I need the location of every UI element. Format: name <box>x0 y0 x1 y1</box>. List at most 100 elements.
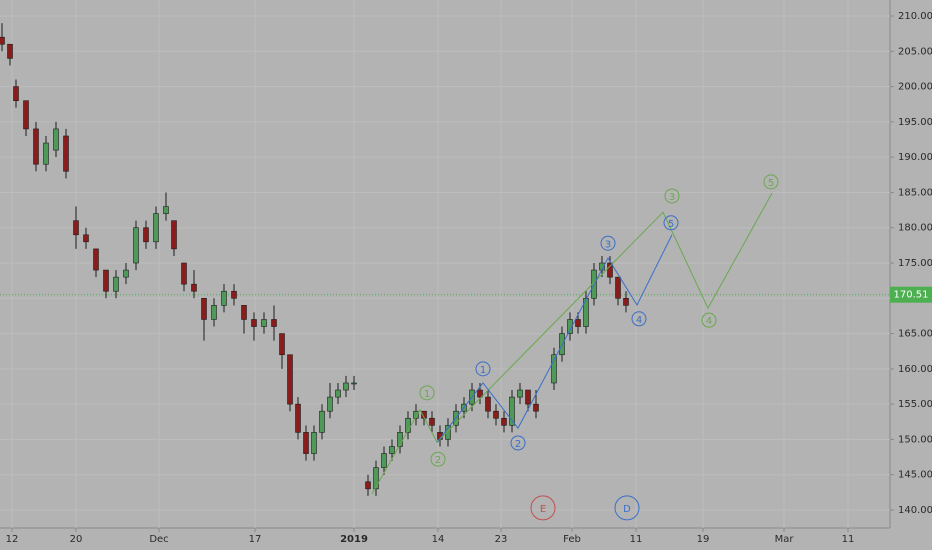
wave-label: 3 <box>605 239 611 250</box>
x-tick-label: Feb <box>563 534 581 545</box>
candle-body <box>103 269 109 292</box>
x-tick-label: 19 <box>697 534 710 545</box>
candle-body <box>575 319 581 327</box>
candle-body <box>311 432 317 454</box>
wave-label-circle <box>600 235 616 251</box>
wave-label: D <box>623 504 631 515</box>
candle-body <box>567 319 573 334</box>
candle-body <box>287 354 293 405</box>
candle-body <box>551 354 557 384</box>
x-tick-label: 17 <box>249 534 262 545</box>
wave-label-circle <box>701 312 717 328</box>
wave-label: 3 <box>669 192 675 203</box>
x-tick-label: 14 <box>432 534 445 545</box>
candle-body <box>73 220 79 236</box>
wave-label: 4 <box>706 316 712 327</box>
wave-label-circle <box>530 495 556 521</box>
y-tick-label: 145.00 <box>898 470 932 481</box>
candle-body <box>93 248 99 271</box>
y-tick-label: 160.00 <box>898 364 932 375</box>
y-tick-label: 205.00 <box>898 46 932 57</box>
wave-label: 5 <box>768 178 774 189</box>
wave-label: 4 <box>636 315 642 326</box>
x-tick-label: 20 <box>70 534 83 545</box>
candle-body <box>445 425 451 440</box>
candle-body <box>0 36 5 45</box>
wave-label-circle <box>475 361 491 377</box>
candle-body <box>405 417 411 433</box>
last-price-label: 170.51 <box>894 290 929 301</box>
wave-label-circle <box>663 215 679 231</box>
y-tick-label: 190.00 <box>898 152 932 163</box>
candle-body <box>319 410 325 433</box>
y-tick-label: 175.00 <box>898 258 932 269</box>
candle-body <box>261 319 267 327</box>
candle-body <box>623 297 629 306</box>
candle-body <box>163 206 169 214</box>
y-tick-label: 180.00 <box>898 223 932 234</box>
x-tick-label: Mar <box>775 534 795 545</box>
candle-body <box>241 305 247 320</box>
candle-body <box>583 297 589 327</box>
candle-body <box>13 86 19 102</box>
wave-label-circle <box>631 311 647 327</box>
candle-body <box>251 319 257 327</box>
candle-body <box>123 269 129 278</box>
y-tick-label: 210.00 <box>898 11 932 22</box>
last-price-box <box>890 286 932 303</box>
wave-line <box>436 234 673 443</box>
candle-body <box>493 410 499 419</box>
wave-label-circle <box>763 174 779 190</box>
candle-body <box>231 290 237 299</box>
candle-body <box>153 213 159 243</box>
candle-body <box>211 305 217 320</box>
candle-body <box>43 142 49 165</box>
candle-body <box>143 227 149 243</box>
candle-body <box>389 446 395 454</box>
wave-label-circle <box>510 435 526 451</box>
candle-body <box>23 100 29 130</box>
candle-body <box>509 396 515 426</box>
y-tick-label: 200.00 <box>898 82 932 93</box>
candle-body <box>63 135 69 172</box>
candle-body <box>373 467 379 490</box>
plot-area <box>0 0 890 528</box>
candle-body <box>181 262 187 285</box>
candle-body <box>191 283 197 292</box>
candle-body <box>525 389 531 405</box>
wave-label-circle <box>419 385 435 401</box>
y-tick-label: 165.00 <box>898 329 932 340</box>
candle-body <box>113 276 119 292</box>
candle-body <box>485 396 491 412</box>
candle-body <box>501 417 507 426</box>
candle-body <box>615 276 621 299</box>
candle-body <box>477 389 483 398</box>
wave-label: E <box>540 504 546 515</box>
y-tick-label: 140.00 <box>898 505 932 516</box>
y-tick-label: 195.00 <box>898 117 932 128</box>
candle-body <box>133 227 139 264</box>
wave-label-circle <box>614 495 640 521</box>
candle-body <box>351 382 357 385</box>
candle-body <box>33 128 39 165</box>
wave-label: 2 <box>515 439 521 450</box>
wave-label: 1 <box>424 389 430 400</box>
candle-body <box>53 128 59 151</box>
y-tick-label: 150.00 <box>898 434 932 445</box>
x-tick-label: 23 <box>495 534 508 545</box>
wave-line <box>371 192 773 495</box>
x-tick-label: 11 <box>630 534 643 545</box>
x-tick-label: 2019 <box>340 534 368 545</box>
wave-label-circle <box>664 188 680 204</box>
x-tick-label: Dec <box>149 534 168 545</box>
candle-body <box>83 234 89 243</box>
candle-body <box>533 403 539 412</box>
candle-body <box>279 333 285 356</box>
wave-label: 1 <box>480 365 486 376</box>
x-tick-label: 12 <box>6 534 19 545</box>
candle-body <box>429 417 435 426</box>
candle-body <box>327 396 333 412</box>
y-tick-label: 185.00 <box>898 187 932 198</box>
wave-label: 5 <box>668 219 674 230</box>
